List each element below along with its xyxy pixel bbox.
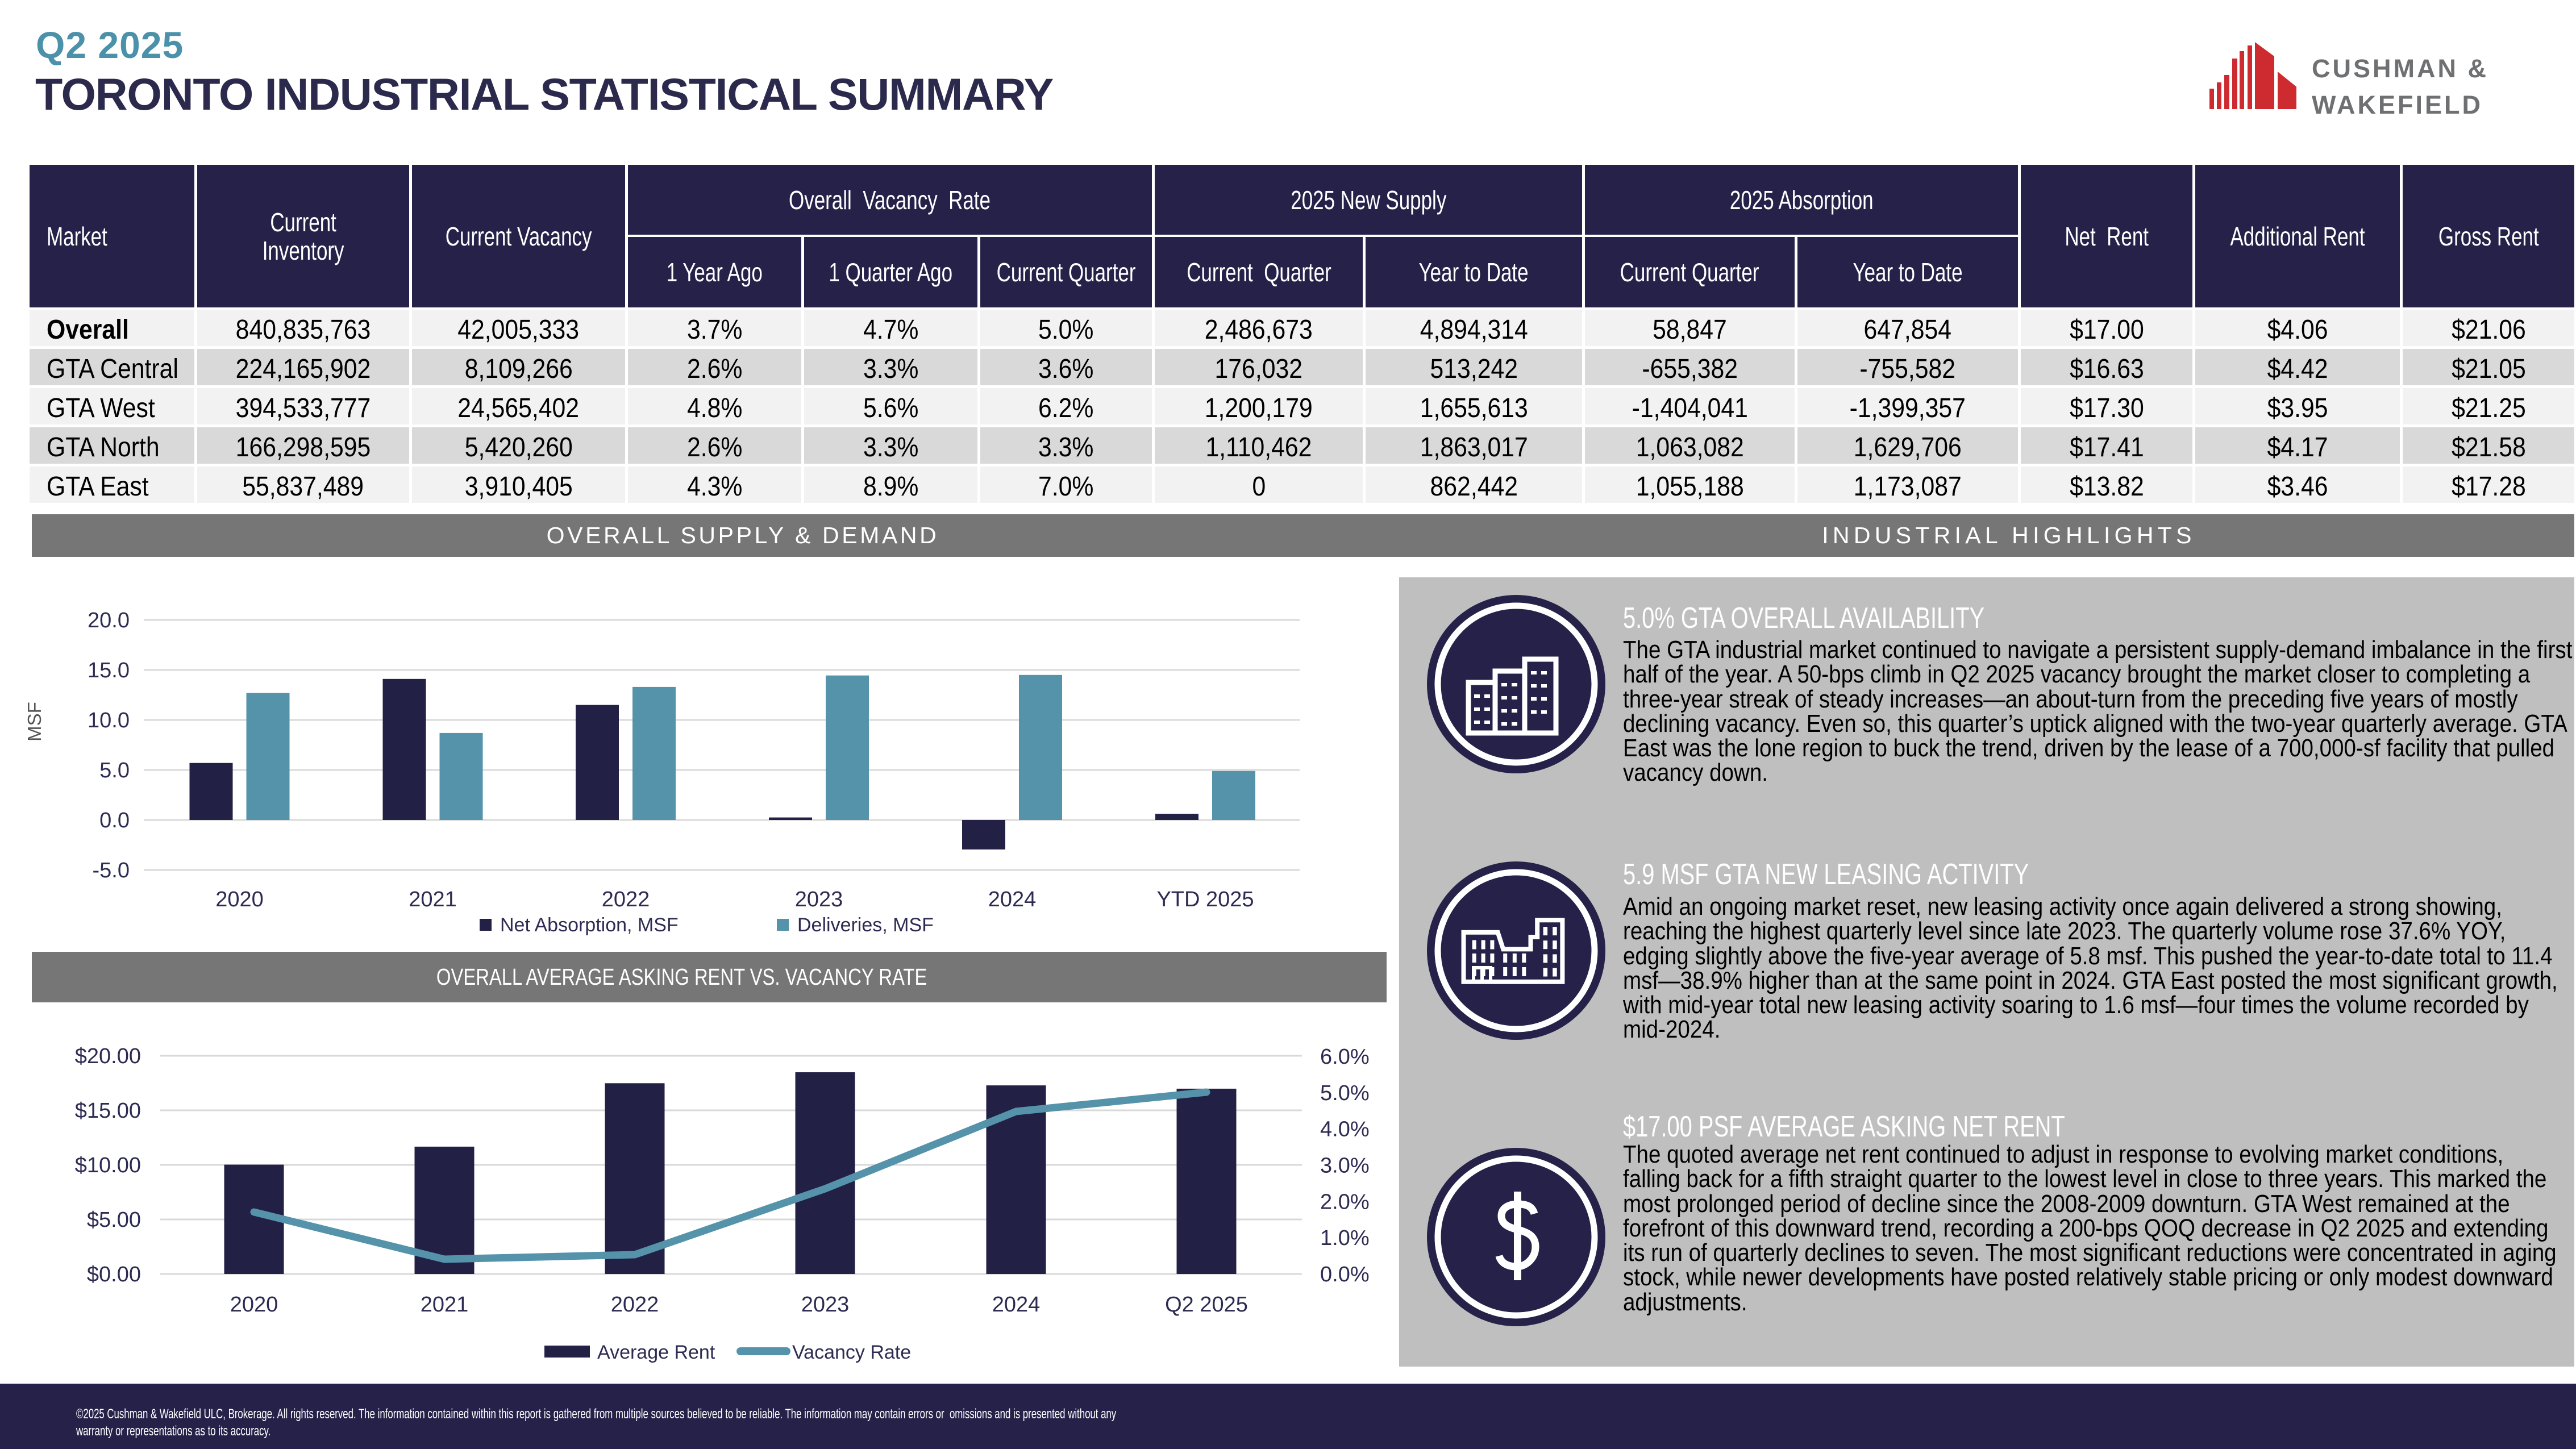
svg-text:2020: 2020 xyxy=(230,1293,278,1317)
svg-text:2024: 2024 xyxy=(992,1293,1041,1317)
svg-text:CUSHMAN &: CUSHMAN & xyxy=(2312,54,2488,83)
svg-text:2023: 2023 xyxy=(801,1293,850,1317)
svg-text:Vacancy Rate: Vacancy Rate xyxy=(792,1342,911,1363)
svg-text:3.0%: 3.0% xyxy=(1320,1154,1370,1178)
svg-text:Average Rent: Average Rent xyxy=(597,1342,715,1363)
svg-text:$5.00: $5.00 xyxy=(87,1208,141,1232)
svg-text:0.0: 0.0 xyxy=(99,809,130,832)
svg-text:2020: 2020 xyxy=(215,888,264,911)
svg-text:$0.00: $0.00 xyxy=(87,1263,141,1286)
svg-text:2.0%: 2.0% xyxy=(1320,1190,1370,1214)
svg-text:15.0: 15.0 xyxy=(88,659,130,682)
svg-text:Net Absorption, MSF: Net Absorption, MSF xyxy=(500,914,679,936)
svg-text:4.0%: 4.0% xyxy=(1320,1118,1370,1142)
svg-text:5.0: 5.0 xyxy=(99,759,130,782)
svg-text:Q2 2025: Q2 2025 xyxy=(1165,1293,1248,1317)
svg-text:WAKEFIELD: WAKEFIELD xyxy=(2312,90,2483,119)
svg-text:6.0%: 6.0% xyxy=(1320,1045,1370,1069)
svg-text:0.0%: 0.0% xyxy=(1320,1263,1370,1286)
svg-text:5.0%: 5.0% xyxy=(1320,1081,1370,1105)
svg-text:2023: 2023 xyxy=(795,888,843,911)
svg-text:2021: 2021 xyxy=(421,1293,469,1317)
svg-text:$15.00: $15.00 xyxy=(75,1099,141,1123)
svg-text:1.0%: 1.0% xyxy=(1320,1226,1370,1250)
svg-text:2021: 2021 xyxy=(409,888,457,911)
svg-text:YTD 2025: YTD 2025 xyxy=(1156,888,1254,911)
svg-text:10.0: 10.0 xyxy=(88,709,130,732)
svg-text:$10.00: $10.00 xyxy=(75,1154,141,1177)
svg-text:-5.0: -5.0 xyxy=(93,859,130,882)
svg-text:2022: 2022 xyxy=(602,888,650,911)
svg-text:$20.00: $20.00 xyxy=(75,1044,141,1068)
svg-text:Deliveries, MSF: Deliveries, MSF xyxy=(797,914,934,936)
svg-text:2022: 2022 xyxy=(611,1293,659,1317)
svg-text:2024: 2024 xyxy=(988,888,1037,911)
svg-text:MSF: MSF xyxy=(24,702,45,742)
svg-text:20.0: 20.0 xyxy=(88,609,130,632)
